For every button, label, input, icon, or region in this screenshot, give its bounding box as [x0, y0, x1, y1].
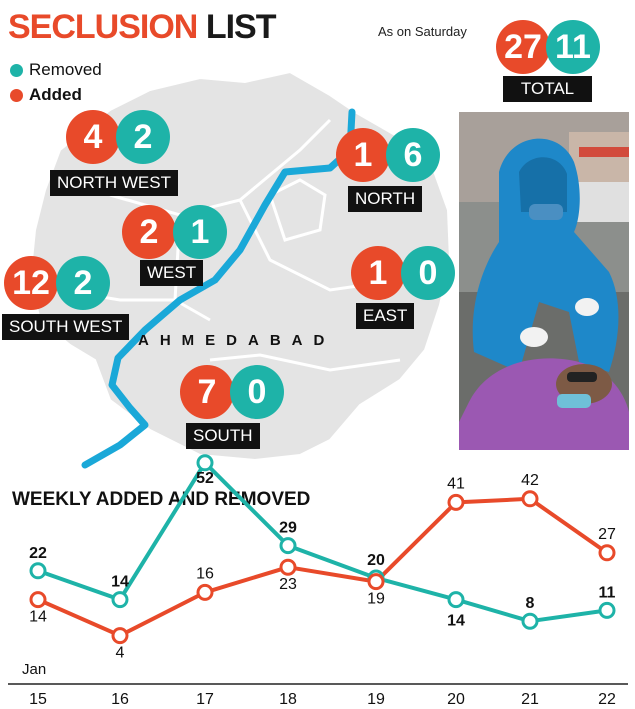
south-removed-bubble: 0: [230, 365, 284, 419]
northwest-removed-bubble: 2: [116, 110, 170, 164]
zone-boundary: [268, 178, 327, 242]
city-name: AHMEDABAD: [138, 332, 336, 349]
west-removed-bubble: 1: [173, 205, 227, 259]
northwest-added-bubble: 4: [66, 110, 120, 164]
removed-dot-icon: [10, 63, 23, 77]
photo-illustration: [459, 112, 629, 450]
northwest-label: NORTH WEST: [50, 170, 178, 196]
southwest-added-bubble: 12: [4, 256, 58, 310]
southwest-removed-bubble: 2: [56, 256, 110, 310]
added-dot-icon: [10, 88, 23, 102]
as-of-note: As on Saturday: [378, 24, 467, 39]
legend-added: Added: [10, 85, 82, 105]
legend-removed: Removed: [10, 60, 102, 80]
total-added-bubble: 27: [496, 20, 550, 74]
river: [81, 108, 356, 469]
south-added-bubble: 7: [180, 365, 234, 419]
total-removed-bubble: 11: [546, 20, 600, 74]
health-worker-photo: [459, 112, 629, 450]
legend-removed-label: Removed: [29, 60, 102, 79]
south-label: SOUTH: [186, 423, 260, 449]
title-word-list: LIST: [205, 8, 277, 46]
east-label: EAST: [356, 303, 415, 329]
zone-boundary: [209, 353, 401, 372]
page-title: SECLUSION LIST: [8, 8, 277, 47]
north-label: NORTH: [348, 186, 423, 212]
north-added-bubble: 1: [336, 128, 390, 182]
total-label: TOTAL: [503, 76, 592, 102]
chart-title: WEEKLY ADDED AND REMOVED: [12, 488, 310, 512]
west-added-bubble: 2: [122, 205, 176, 259]
legend-added-label: Added: [29, 85, 82, 104]
east-added-bubble: 1: [351, 246, 405, 300]
title-word-seclusion: SECLUSION: [8, 8, 198, 46]
east-removed-bubble: 0: [401, 246, 455, 300]
west-label: WEST: [140, 260, 204, 286]
chart-title-text: WEEKLY ADDED AND REMOVED: [12, 489, 311, 510]
north-removed-bubble: 6: [386, 128, 440, 182]
southwest-label: SOUTH WEST: [2, 314, 130, 340]
